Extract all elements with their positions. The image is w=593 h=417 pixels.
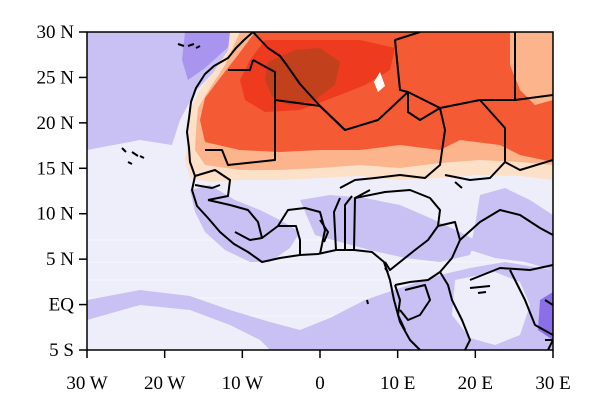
lon-tick-label: 20 E bbox=[458, 373, 493, 394]
lat-tick-label: 10 N bbox=[37, 204, 75, 225]
lake-volta bbox=[319, 219, 329, 243]
lat-tick-label: 5 N bbox=[46, 249, 74, 270]
east-coast-fragment bbox=[545, 339, 553, 350]
purple-region-central bbox=[470, 188, 553, 270]
island-bioko bbox=[384, 267, 389, 273]
atlantic-offshore-dashes bbox=[469, 285, 491, 294]
border-senegal-gambia bbox=[194, 169, 231, 201]
lat-tick-label: 25 N bbox=[37, 67, 75, 88]
lat-tick-label: 5 S bbox=[49, 340, 74, 361]
purple-region-east-lobe bbox=[452, 272, 530, 345]
border-congo bbox=[399, 271, 471, 350]
border-guinea bbox=[207, 199, 263, 241]
plot-area bbox=[87, 32, 553, 350]
west-africa-coastline bbox=[186, 32, 421, 350]
lat-tick-label: 20 N bbox=[37, 113, 75, 134]
border-drc bbox=[469, 264, 553, 336]
purple-region-sw-light bbox=[87, 305, 270, 350]
island-sao-tome bbox=[366, 299, 369, 305]
lat-tick-labels: 30 N 25 N 20 N 15 N 10 N 5 N EQ 5 S bbox=[37, 22, 75, 361]
white-notch bbox=[374, 72, 385, 92]
border-cameroon bbox=[394, 221, 461, 286]
tick-marks bbox=[79, 31, 554, 358]
border-mauritania bbox=[205, 59, 276, 166]
border-sudan bbox=[504, 94, 553, 171]
lake-chad bbox=[454, 181, 463, 189]
border-coast-ivory bbox=[261, 207, 326, 255]
border-central-african-rep bbox=[459, 209, 553, 241]
lon-tick-label: 10 E bbox=[380, 373, 415, 394]
border-gabon bbox=[394, 284, 406, 331]
lon-tick-label: 30 E bbox=[535, 373, 570, 394]
purple-region-guinea bbox=[300, 195, 475, 262]
lon-tick-label: 10 W bbox=[222, 373, 263, 394]
lat-tick-label: 15 N bbox=[37, 158, 75, 179]
island-cape-verde bbox=[121, 147, 145, 165]
lon-tick-label: 20 W bbox=[144, 373, 185, 394]
lat-tick-label: 30 N bbox=[37, 22, 75, 43]
lon-tick-label: 30 W bbox=[66, 373, 107, 394]
lat-tick-label: EQ bbox=[49, 295, 75, 316]
island-canaries bbox=[177, 43, 201, 49]
lake-victoria bbox=[544, 299, 553, 306]
coastlines-and-borders bbox=[121, 32, 553, 350]
purple-region-west-coast bbox=[190, 185, 300, 262]
border-niger-chad bbox=[394, 32, 516, 181]
lon-tick-label: 0 bbox=[315, 373, 325, 394]
lon-tick-labels: 30 W 20 W 10 W 0 10 E 20 E 30 E bbox=[66, 373, 570, 394]
